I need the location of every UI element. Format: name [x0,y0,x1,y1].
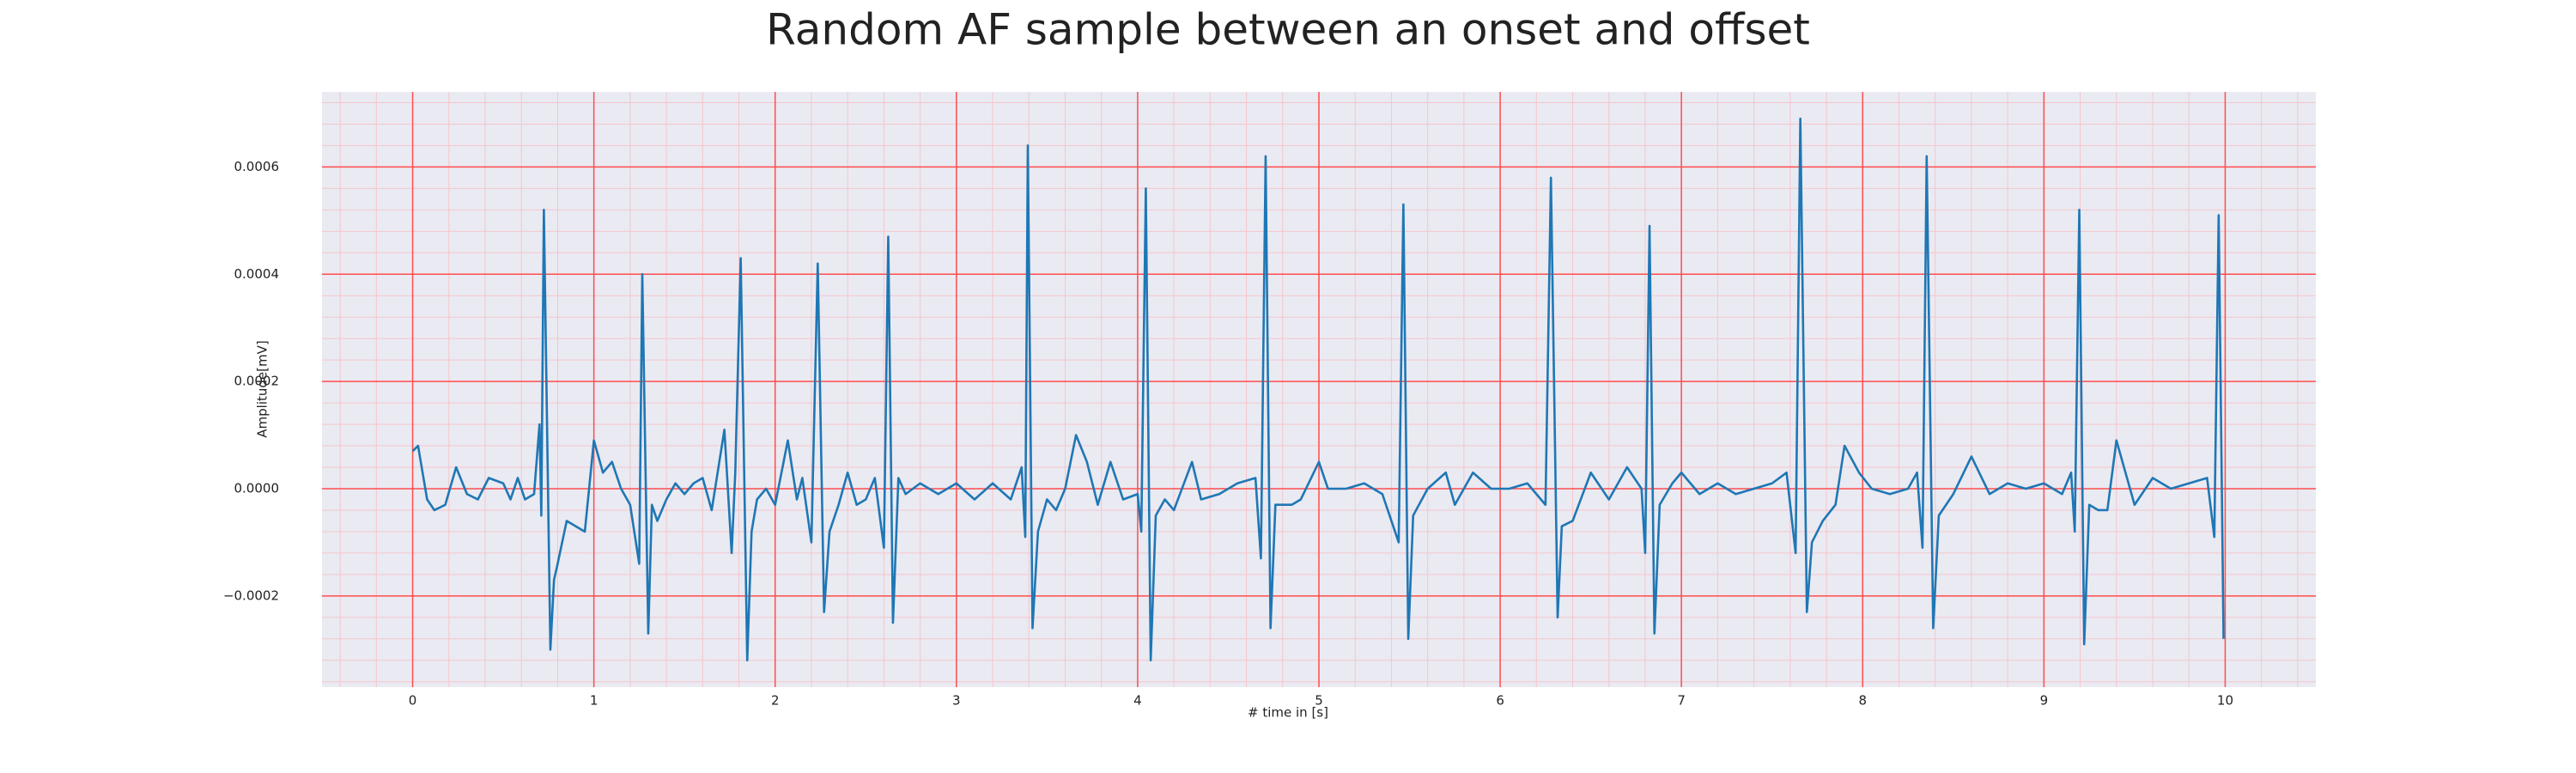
y-tick-label: −0.0002 [223,587,279,603]
y-tick-label: 0.0006 [234,159,280,174]
x-tick-label: 7 [1677,693,1686,709]
y-tick-label: 0.0004 [234,266,280,282]
y-tick-label: 0.0000 [234,481,280,496]
y-tick-label: 0.0002 [234,374,280,389]
x-axis-label: # time in [s] [1248,705,1328,721]
x-tick-label: 5 [1315,693,1323,709]
x-tick-label: 0 [409,693,417,709]
x-tick-label: 10 [2217,693,2233,709]
x-tick-label: 1 [590,693,598,709]
x-tick-label: 4 [1133,693,1142,709]
x-tick-label: 9 [2040,693,2049,709]
x-tick-label: 3 [952,693,961,709]
signal-line [411,117,2225,662]
x-tick-label: 8 [1858,693,1867,709]
x-tick-label: 2 [771,693,780,709]
y-axis-label: Amplitude[mV] [255,340,270,437]
chart-title: Random AF sample between an onset and of… [766,5,1810,55]
x-tick-label: 6 [1496,693,1504,709]
